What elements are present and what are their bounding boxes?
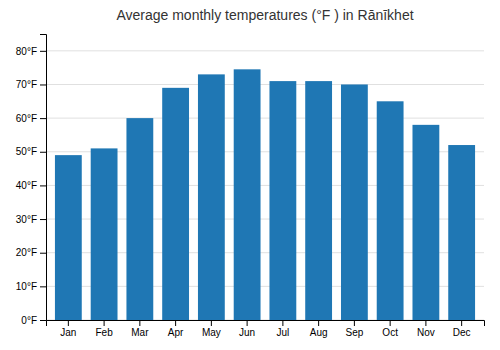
grid-line <box>46 50 484 51</box>
x-tick-mark <box>318 320 319 326</box>
y-tick-label: 10°F <box>16 281 37 292</box>
x-tick: Apr <box>168 320 184 338</box>
bar <box>162 88 189 320</box>
bar <box>91 148 118 320</box>
y-tick: 10°F <box>16 281 46 292</box>
x-tick-mark <box>425 320 426 326</box>
bar <box>377 101 404 320</box>
y-tick-label: 80°F <box>16 46 37 57</box>
x-tick-label: Feb <box>95 327 113 338</box>
bar <box>341 84 368 320</box>
x-tick: Jul <box>276 320 289 338</box>
bar <box>412 125 439 320</box>
y-tick-mark <box>40 152 46 153</box>
y-tick: 70°F <box>16 79 46 90</box>
x-tick-mark <box>247 320 248 326</box>
y-tick-mark <box>40 219 46 220</box>
grid-line <box>46 84 484 85</box>
y-tick: 30°F <box>16 214 46 225</box>
bar <box>305 81 332 320</box>
bar <box>55 155 82 320</box>
x-axis: Jan Feb Mar Apr May Jun Jul Aug Sep Oct Nov Dec <box>47 320 485 338</box>
bar <box>126 118 153 320</box>
x-tick: May <box>202 320 221 338</box>
x-tick-mark <box>354 320 355 326</box>
y-tick-label: 70°F <box>16 79 37 90</box>
y-tick-mark <box>40 286 46 287</box>
x-tick-mark <box>390 320 391 326</box>
x-tick-label: Sep <box>345 327 363 338</box>
x-tick: Jun <box>239 320 255 338</box>
y-tick-label: 60°F <box>16 113 37 124</box>
x-tick-mark <box>68 320 69 326</box>
y-tick-label: 50°F <box>16 146 37 157</box>
bar <box>269 81 296 320</box>
x-tick-mark <box>461 320 462 326</box>
y-tick-label: 30°F <box>16 214 37 225</box>
chart: 0°F 10°F 20°F 30°F 40°F 50°F 60°F 70°F 80°F Jan Fe… <box>0 0 500 350</box>
y-tick: 80°F <box>16 46 46 57</box>
y-tick-mark <box>40 320 46 321</box>
x-tick: Oct <box>382 320 398 338</box>
x-axis-line <box>47 321 485 327</box>
bar <box>234 69 261 320</box>
x-tick-label: Jul <box>276 327 289 338</box>
y-tick-label: 0°F <box>21 315 37 326</box>
x-tick-mark <box>175 320 176 326</box>
y-tick: 20°F <box>16 247 46 258</box>
x-tick-mark <box>211 320 212 326</box>
x-tick-label: Jun <box>239 327 255 338</box>
x-tick: Nov <box>417 320 435 338</box>
x-tick-label: Apr <box>168 327 184 338</box>
x-tick: Sep <box>345 320 363 338</box>
y-tick-mark <box>40 51 46 52</box>
y-tick-label: 20°F <box>16 247 37 258</box>
x-tick-label: Aug <box>310 327 328 338</box>
x-tick-label: Jan <box>60 327 76 338</box>
y-tick-mark <box>40 118 46 119</box>
x-tick-label: May <box>202 327 221 338</box>
x-tick-label: Oct <box>382 327 398 338</box>
plot-area <box>55 69 475 320</box>
x-tick-label: Dec <box>453 327 471 338</box>
y-tick: 40°F <box>16 180 46 191</box>
y-tick: 50°F <box>16 146 46 157</box>
y-tick-label: 40°F <box>16 180 37 191</box>
x-tick-mark <box>139 320 140 326</box>
y-tick-mark <box>40 84 46 85</box>
x-tick-mark <box>104 320 105 326</box>
bar <box>448 145 475 320</box>
bar <box>198 74 225 320</box>
title: Average monthly temperatures (°F ) in Rā… <box>116 7 413 23</box>
x-tick: Jan <box>60 320 76 338</box>
y-axis: 0°F 10°F 20°F 30°F 40°F 50°F 60°F 70°F 80°F <box>16 35 47 326</box>
x-tick-label: Nov <box>417 327 435 338</box>
y-tick: 0°F <box>21 315 46 326</box>
x-tick: Dec <box>453 320 471 338</box>
x-tick-label: Mar <box>131 327 149 338</box>
y-tick: 60°F <box>16 113 46 124</box>
y-tick-mark <box>40 185 46 186</box>
x-tick: Feb <box>95 320 113 338</box>
y-tick-mark <box>40 253 46 254</box>
x-tick-mark <box>282 320 283 326</box>
x-tick: Aug <box>310 320 328 338</box>
x-tick: Mar <box>131 320 149 338</box>
y-axis-line <box>40 35 47 321</box>
grid-line <box>46 118 484 119</box>
grid <box>46 51 484 320</box>
